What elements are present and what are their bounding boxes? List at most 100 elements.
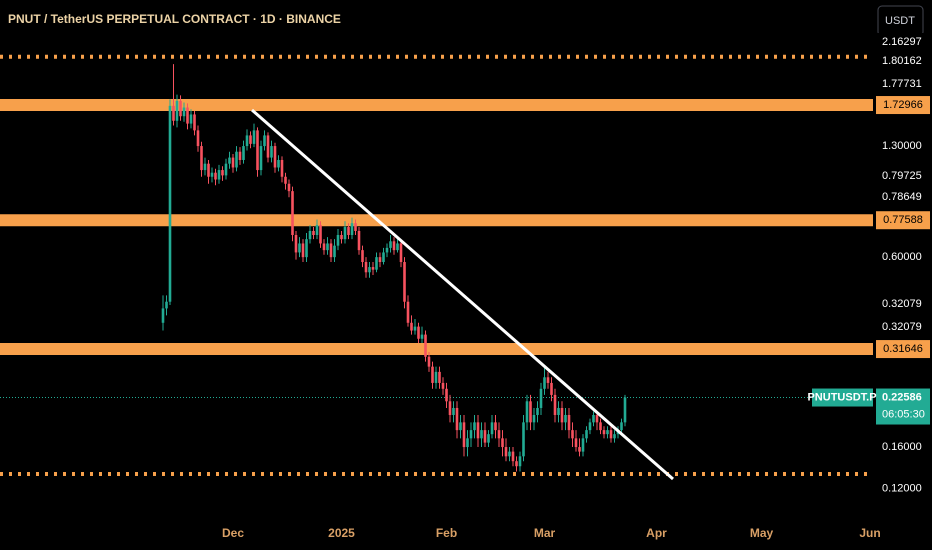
candle-body (165, 301, 168, 309)
candle-body (469, 430, 473, 439)
candle-body (599, 422, 602, 431)
candle-body (343, 227, 347, 240)
candle-body (319, 225, 322, 244)
candle-body (217, 170, 221, 180)
candle-body (392, 241, 396, 251)
candle-body (329, 243, 333, 258)
candle-body (595, 414, 599, 423)
candle-body (501, 438, 504, 448)
price-label-box (876, 318, 930, 336)
candle-body (522, 422, 525, 457)
candle-body (193, 114, 196, 131)
y-tick-label: 0.60000 (882, 251, 922, 263)
candle-body (525, 401, 529, 423)
price-label-box (876, 167, 930, 185)
candle-body (259, 146, 263, 171)
symbol-label-box (812, 388, 873, 407)
candle-body (448, 401, 452, 415)
y-tick-label: 0.12000 (882, 482, 922, 494)
candle-body (182, 107, 186, 117)
candle-body (620, 422, 623, 431)
candle-body (546, 377, 550, 383)
candle-body (623, 397, 627, 423)
candle-body (333, 245, 336, 258)
candle-body (609, 430, 613, 439)
candle-body (354, 223, 357, 231)
price-label: 0.79725 (882, 170, 922, 182)
price-label: 1.77731 (882, 78, 922, 90)
y-tick-label: 1.30000 (882, 140, 922, 152)
candle-body (403, 262, 406, 302)
candle-body (571, 430, 574, 439)
candle-body (508, 451, 511, 457)
level-label: 1.72966 (883, 99, 923, 111)
candle-body (399, 243, 403, 263)
symbol-label: PNUTUSDT.P (807, 391, 876, 403)
candle-body (172, 105, 175, 121)
candle-body (490, 422, 494, 435)
x-tick-label: Jun (859, 526, 880, 540)
candle-body (613, 434, 616, 439)
candle-body (168, 105, 172, 302)
candle-body (221, 170, 224, 176)
candle-body (578, 447, 581, 452)
candle-body (438, 371, 441, 383)
candle-body (298, 243, 301, 253)
price-label: 0.32079 (882, 298, 922, 310)
candle-body (434, 371, 438, 383)
candle-body (305, 239, 308, 258)
candle-body (588, 422, 592, 431)
candle-body (249, 135, 252, 144)
candle-body (301, 243, 305, 258)
level-label: 0.31646 (883, 343, 923, 355)
countdown-label: 06:05:30 (882, 408, 925, 420)
candle-body (518, 456, 522, 467)
candle-body (315, 225, 319, 236)
price-axis: 1.72966 0.77588 0.31646 1.30000 0.60000 0.160… (876, 33, 930, 494)
price-label-box (876, 295, 930, 313)
currency-label[interactable]: USDT (885, 15, 915, 27)
candle-body (431, 366, 434, 383)
candle-body (231, 157, 235, 168)
candle-body (357, 230, 361, 251)
candle-body (504, 447, 508, 457)
candle-body (543, 377, 546, 389)
candle-body (420, 334, 424, 339)
candle-body (424, 334, 427, 357)
candle-body (574, 438, 578, 448)
candle-body (294, 235, 298, 253)
candle-body (214, 172, 217, 180)
candle-body (396, 243, 399, 251)
candle-body (266, 135, 270, 158)
candle-body (581, 438, 585, 452)
candle-body (406, 301, 410, 323)
candle-body (273, 146, 277, 168)
candle-body (340, 235, 343, 240)
candle-body (480, 430, 483, 439)
candle-body (350, 223, 354, 236)
candle-body (497, 430, 501, 439)
candle-body (441, 382, 445, 389)
candle-body (557, 407, 560, 415)
candle-body (553, 394, 557, 415)
candle-body (378, 257, 382, 263)
candle-body (487, 434, 490, 443)
candle-body (228, 157, 231, 164)
x-tick-label: 2025 (328, 526, 355, 540)
candle-body (567, 414, 571, 431)
candle-body (455, 407, 459, 431)
candle-body (179, 100, 182, 117)
last-price-box (876, 388, 930, 425)
price-label-box (876, 33, 930, 51)
candle-body (536, 407, 539, 415)
candle-body (161, 308, 165, 323)
y-tick-label: 0.16000 (882, 441, 922, 453)
candle-body (368, 267, 371, 273)
candle-body (336, 235, 340, 246)
level-label-box (876, 340, 930, 359)
candle-body (245, 135, 249, 147)
candle-body (515, 461, 518, 467)
candle-body (175, 100, 179, 121)
candle-body (592, 414, 595, 423)
candle-body (270, 146, 273, 158)
